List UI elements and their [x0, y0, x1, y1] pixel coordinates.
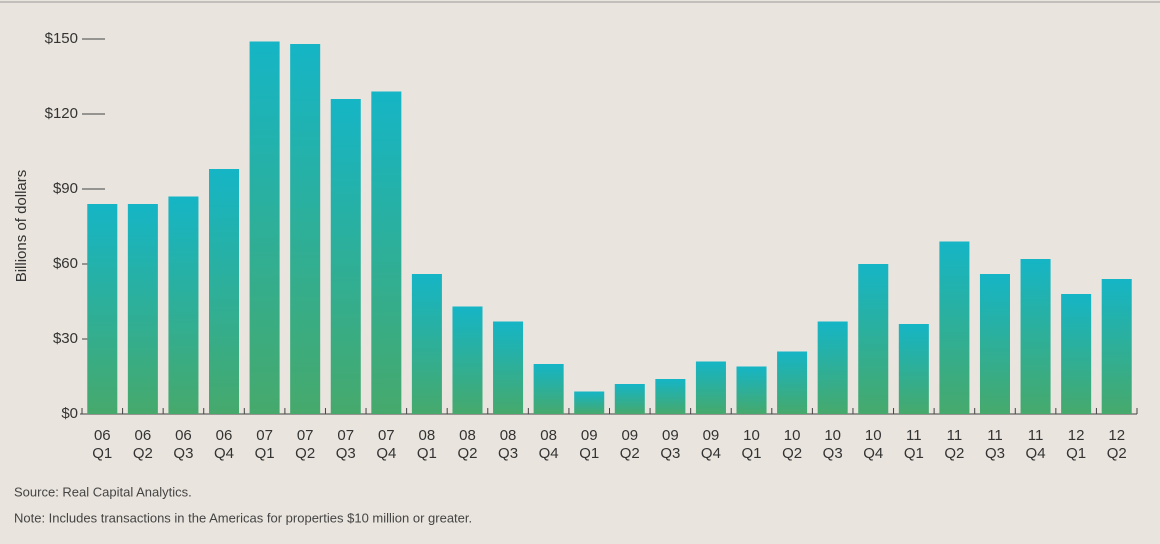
note: Note: Includes transactions in the Ameri… [14, 510, 472, 525]
bar [493, 321, 524, 414]
x-tick-label: Q3 [985, 445, 1005, 462]
y-tick-label: $60 [53, 255, 78, 272]
bar [1061, 294, 1092, 414]
x-tick-label: 11 [987, 427, 1003, 444]
x-tick-label: 08 [459, 427, 476, 444]
bar [411, 274, 442, 414]
bar [979, 274, 1010, 414]
x-tick-label: 07 [297, 427, 314, 444]
bar [249, 41, 280, 414]
x-tick-label: 08 [540, 427, 557, 444]
y-axis-label: Billions of dollars [13, 170, 30, 283]
x-tick-label: Q1 [904, 445, 924, 462]
bar [858, 264, 889, 414]
x-tick-label: 12 [1068, 427, 1085, 444]
x-tick-label: Q2 [133, 445, 153, 462]
bar [1101, 279, 1132, 414]
x-tick-label: Q1 [92, 445, 112, 462]
bar [898, 324, 929, 414]
bar [655, 379, 686, 414]
bar [736, 366, 767, 414]
y-tick-label: $150 [45, 30, 78, 47]
x-tick-label: Q2 [782, 445, 802, 462]
x-tick-label: Q2 [295, 445, 315, 462]
x-tick-label: 09 [703, 427, 720, 444]
y-tick-label: $90 [53, 180, 78, 197]
x-tick-label: 11 [906, 427, 922, 444]
x-tick-label: Q4 [214, 445, 234, 462]
x-tick-label: 06 [175, 427, 192, 444]
bar [817, 321, 848, 414]
bar [614, 384, 645, 414]
bar [127, 204, 158, 414]
x-tick-label: Q1 [417, 445, 437, 462]
bar [87, 204, 118, 414]
y-tick-label: $30 [53, 330, 78, 347]
bar [452, 306, 483, 414]
x-tick-label: Q1 [1066, 445, 1086, 462]
x-tick-label: 09 [621, 427, 638, 444]
x-tick-label: Q4 [1026, 445, 1046, 462]
x-tick-label: Q4 [701, 445, 721, 462]
bar [695, 361, 726, 414]
x-tick-label: 06 [216, 427, 233, 444]
bar [330, 99, 361, 414]
x-tick-label: 11 [1028, 427, 1044, 444]
bar [290, 44, 321, 414]
y-tick-label: $0 [61, 405, 78, 422]
bar [168, 196, 199, 414]
x-tick-label: 10 [784, 427, 801, 444]
bar [533, 364, 564, 414]
x-tick-label: 07 [378, 427, 395, 444]
x-tick-label: Q4 [863, 445, 883, 462]
x-tick-label: 06 [94, 427, 111, 444]
x-tick-label: 07 [337, 427, 354, 444]
x-tick-label: Q4 [539, 445, 559, 462]
x-tick-label: 10 [743, 427, 760, 444]
x-tick-label: 11 [947, 427, 963, 444]
x-tick-label: 06 [135, 427, 152, 444]
x-tick-label: Q3 [823, 445, 843, 462]
x-tick-label: 08 [419, 427, 436, 444]
x-tick-label: 12 [1108, 427, 1125, 444]
x-tick-label: 10 [824, 427, 841, 444]
x-tick-label: Q3 [173, 445, 193, 462]
x-tick-label: Q2 [944, 445, 964, 462]
x-tick-label: Q1 [255, 445, 275, 462]
x-tick-label: Q3 [336, 445, 356, 462]
bar [939, 241, 970, 414]
x-tick-label: 09 [581, 427, 598, 444]
x-tick-label: Q2 [457, 445, 477, 462]
x-tick-label: 10 [865, 427, 882, 444]
bar [777, 351, 808, 414]
bar [1020, 259, 1051, 414]
bar [371, 91, 402, 414]
x-tick-label: 08 [500, 427, 517, 444]
y-tick-label: $120 [45, 105, 78, 122]
x-tick-label: Q2 [620, 445, 640, 462]
x-tick-label: Q1 [742, 445, 762, 462]
x-tick-label: Q2 [1107, 445, 1127, 462]
bar [574, 391, 605, 414]
x-tick-label: 07 [256, 427, 273, 444]
x-tick-label: Q3 [498, 445, 518, 462]
x-tick-label: 09 [662, 427, 679, 444]
bar [209, 169, 240, 414]
x-tick-label: Q3 [660, 445, 680, 462]
source: Source: Real Capital Analytics. [14, 484, 192, 499]
x-tick-label: Q4 [376, 445, 396, 462]
x-tick-label: Q1 [579, 445, 599, 462]
